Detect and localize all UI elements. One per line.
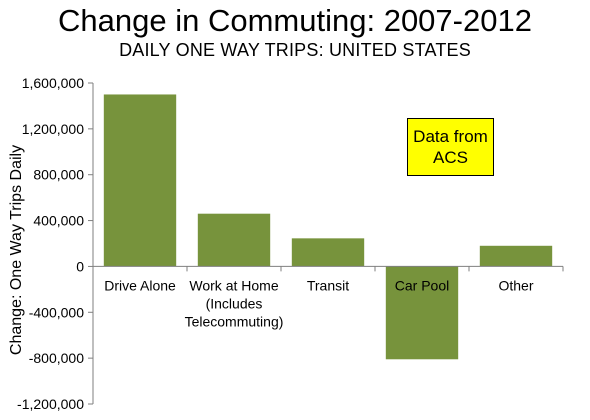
y-axis-label: Change: One Way Trips Daily <box>8 145 25 355</box>
y-tick-label: -800,000 <box>29 350 84 366</box>
bar-other <box>479 245 553 267</box>
y-tick-label: 400,000 <box>33 213 84 229</box>
bar-drive-alone <box>103 94 177 267</box>
y-tick-label: 0 <box>76 258 84 274</box>
y-tick-label: -400,000 <box>29 304 84 320</box>
y-tick-label: -1,200,000 <box>17 396 84 412</box>
bar-car-pool <box>385 266 459 360</box>
x-category-label: Work at Home (Includes Telecommuting) <box>185 277 284 329</box>
data-source-note-line-2: ACS <box>433 148 468 167</box>
data-source-note-line-1: Data from <box>413 126 488 146</box>
x-category-label: Drive Alone <box>104 277 176 293</box>
x-category-label: Other <box>498 277 533 293</box>
chart-title: Change in Commuting: 2007-2012 <box>58 3 532 38</box>
y-tick-label: 1,200,000 <box>22 121 84 137</box>
bar-transit <box>291 238 365 267</box>
bar-work-at-home <box>197 213 271 267</box>
x-category-label: Transit <box>307 277 349 293</box>
chart-subtitle: DAILY ONE WAY TRIPS: UNITED STATES <box>119 40 471 60</box>
x-category-label: Car Pool <box>395 277 449 293</box>
data-source-note: Data from ACS <box>407 118 494 176</box>
y-tick-label: 1,600,000 <box>22 75 84 91</box>
y-tick-label: 800,000 <box>33 167 84 183</box>
